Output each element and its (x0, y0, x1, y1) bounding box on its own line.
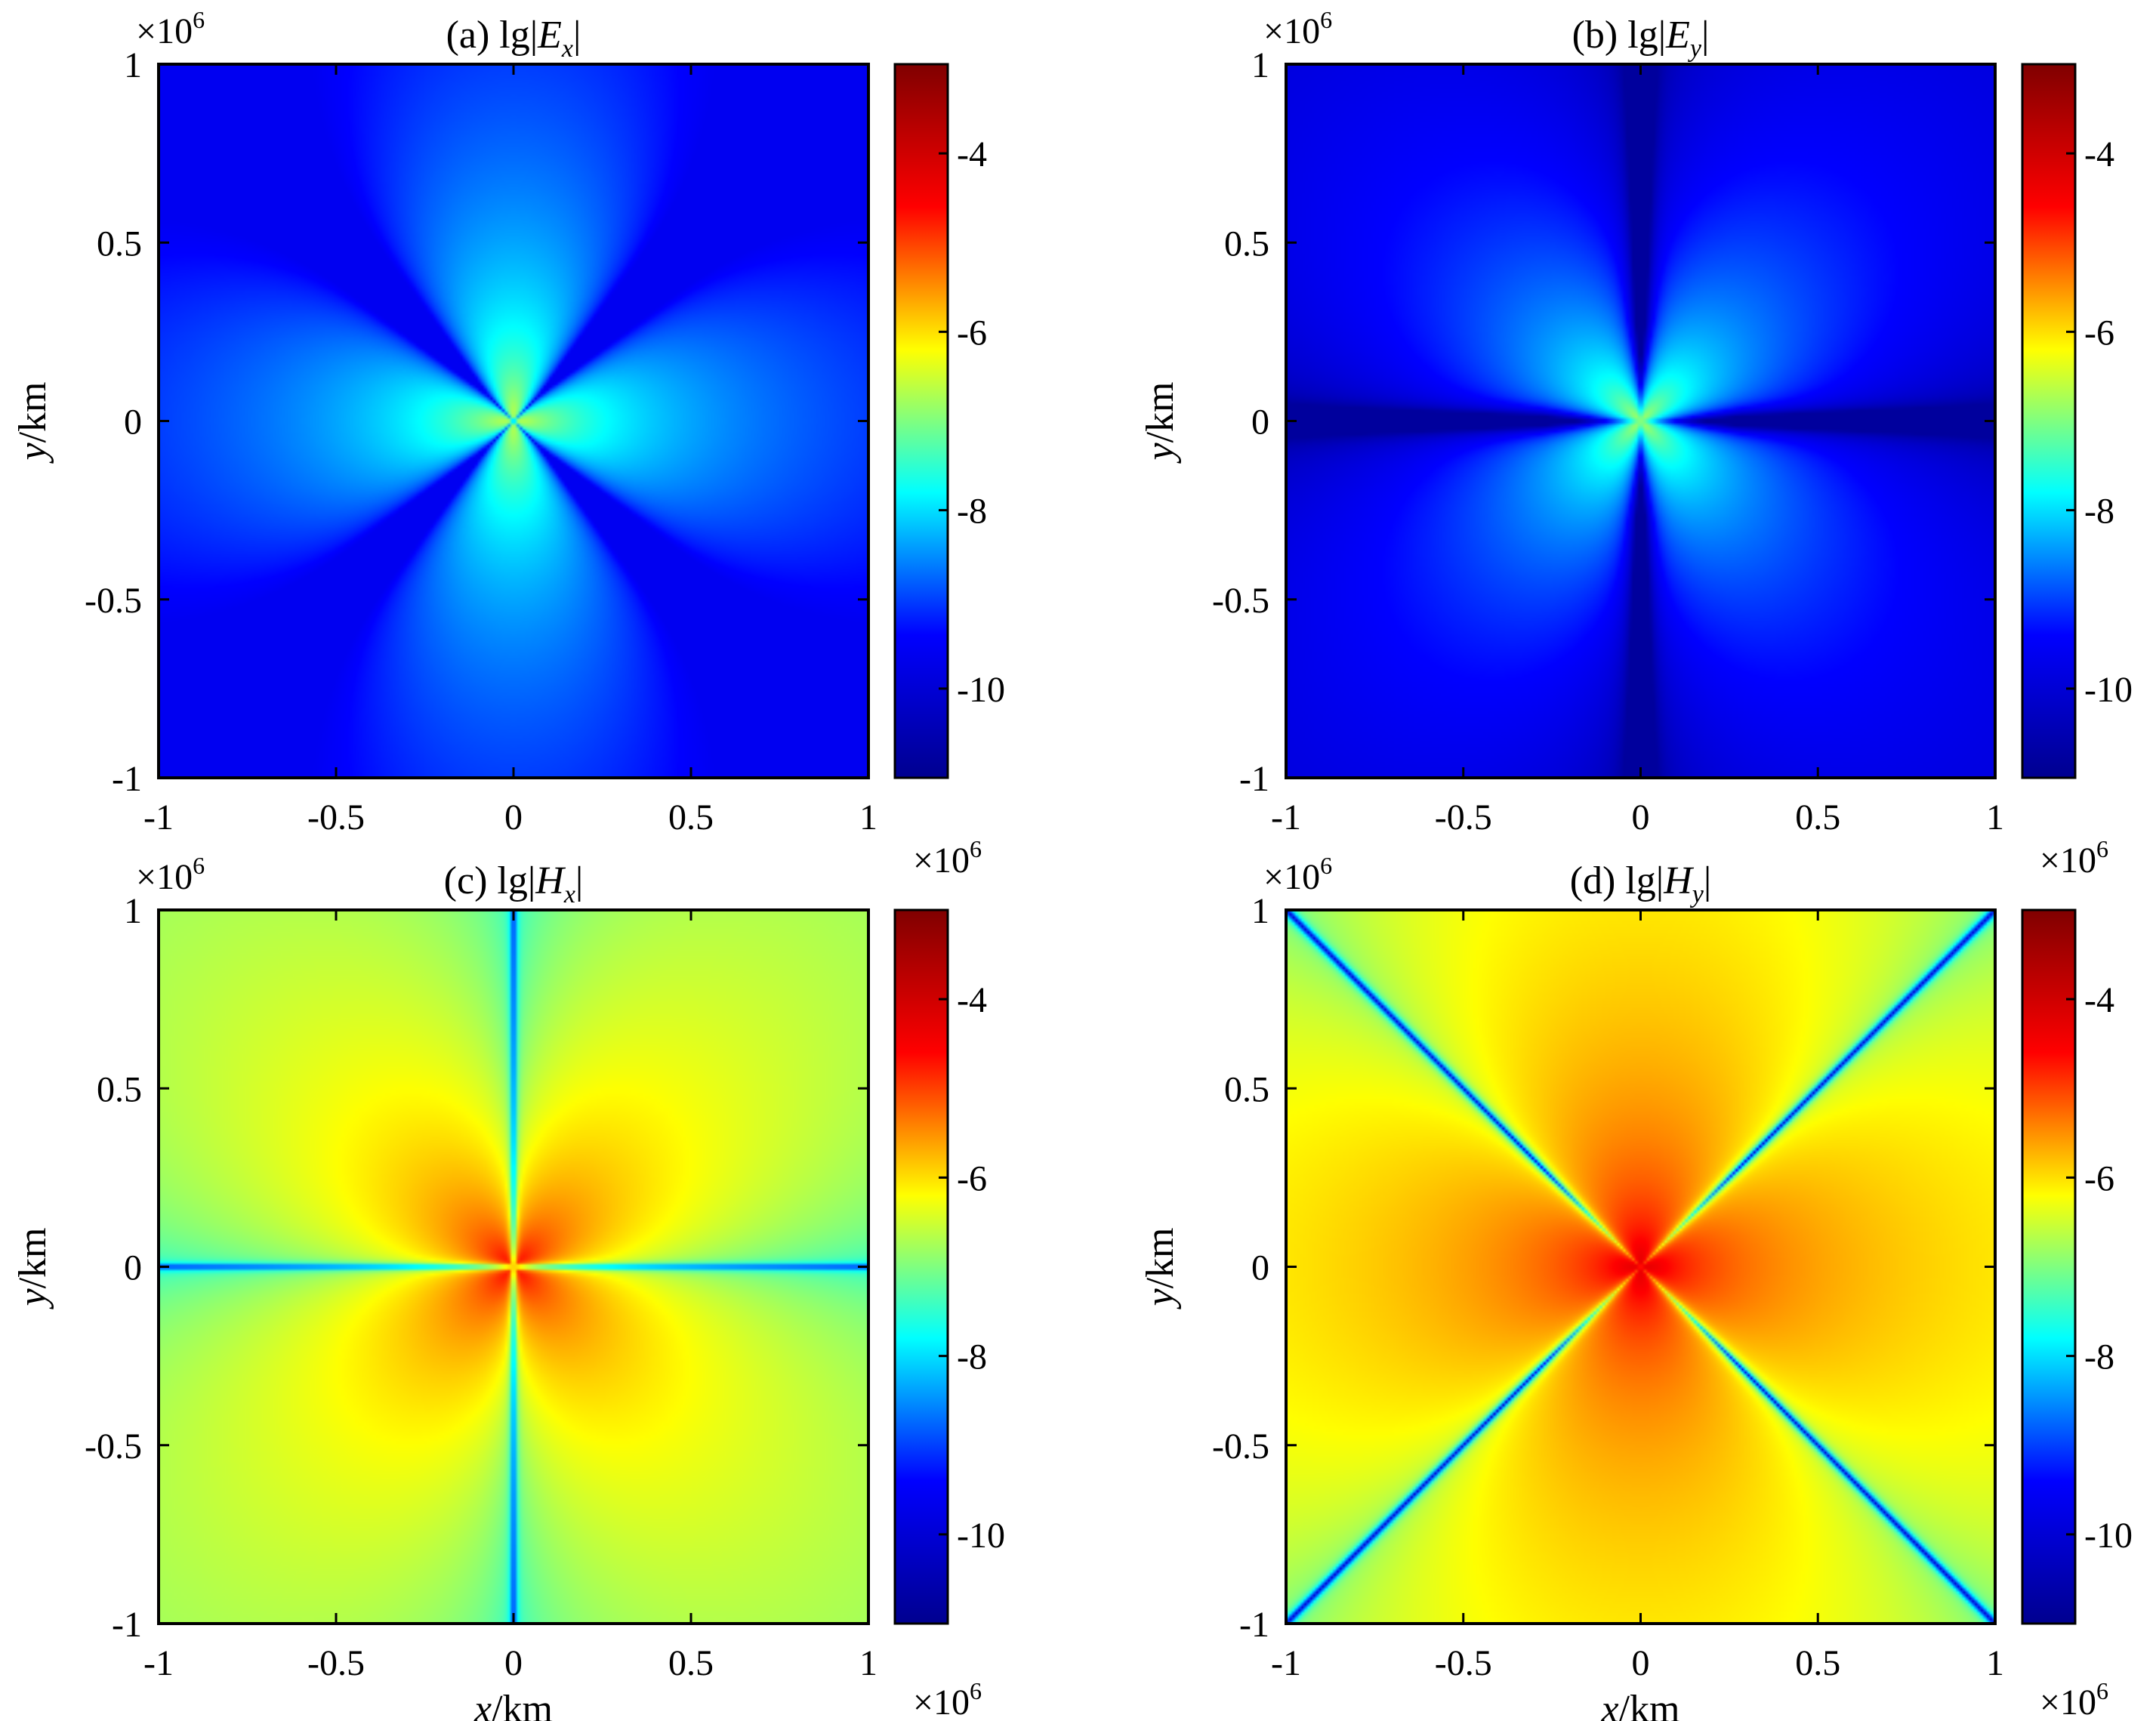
colorbar-tick-label: -4 (957, 134, 987, 174)
x-tick-label: -1 (1271, 1643, 1301, 1683)
x-tick-label: 0.5 (668, 797, 714, 837)
colorbar (2021, 908, 2077, 1625)
y-multiplier: ×106 (1263, 6, 1332, 51)
x-tick-label: 0 (1632, 1643, 1650, 1683)
x-tick-label: 0.5 (668, 1643, 714, 1683)
y-axis-label: y/km (1139, 382, 1182, 464)
panel-title: (a) lg|Ex| (446, 14, 581, 63)
chart-panel-b: -1 -0.5 0 0.5 1 -1 -0.5 0 0.5 1 (b) lg|Ey| ×106 y/km… (1139, 6, 2133, 837)
x-tick-label: -0.5 (1435, 797, 1492, 837)
x-tick-label: 1 (1986, 797, 2004, 837)
x-axis-label: x/km (1601, 1688, 1680, 1721)
x-tick-label: -0.5 (1435, 1643, 1492, 1683)
x-tick-label: 0 (504, 1643, 523, 1683)
y-tick-label: -1 (1239, 759, 1269, 799)
panel-title: (c) lg|Hx| (444, 859, 584, 908)
x-tick-label: -0.5 (307, 1643, 365, 1683)
y-tick-label: -0.5 (1212, 1426, 1269, 1467)
colorbar-tick-label: -4 (2084, 980, 2114, 1020)
colorbar-tick-label: -10 (957, 670, 1005, 710)
x-tick-label: -1 (143, 1643, 174, 1683)
chart-panel-c: -1 -0.5 0 0.5 1 -1 -0.5 0 0.5 1 (c) lg|Hx| ×106 ×106… (11, 835, 1005, 1721)
x-tick-label: -1 (1271, 797, 1301, 837)
x-tick-label: -0.5 (307, 797, 365, 837)
y-tick-label: 0 (1251, 402, 1269, 443)
y-tick-label: 0 (124, 1248, 142, 1288)
y-tick-label: -0.5 (1212, 581, 1269, 621)
y-tick-label: -0.5 (85, 1426, 142, 1467)
x-tick-label: 0.5 (1795, 1643, 1840, 1683)
chart-panel-a: -1 -0.5 0 0.5 1 -1 -0.5 0 0.5 1 (a) lg|Ex| ×106 y/km… (11, 6, 1005, 837)
y-tick-label: -1 (1239, 1605, 1269, 1645)
colorbar-tick-label: -10 (957, 1516, 1005, 1556)
colorbar (893, 63, 949, 779)
colorbar-tick-label: -10 (2084, 670, 2133, 710)
y-multiplier: ×106 (136, 6, 205, 51)
heatmap-d (1286, 910, 1995, 1624)
y-tick-label: 0 (1251, 1248, 1269, 1288)
y-axis-label: y/km (11, 382, 54, 464)
x-multiplier: ×106 (2040, 1677, 2108, 1721)
colorbar-tick-label: -6 (957, 1158, 987, 1198)
colorbar-tick-label: -6 (957, 313, 987, 353)
colorbar-tick-label: -10 (2084, 1516, 2133, 1556)
colorbar-tick-label: -6 (2084, 313, 2114, 353)
x-tick-label: 1 (859, 797, 878, 837)
top-right-multiplier: ×106 (2040, 835, 2108, 881)
top-right-multiplier: ×106 (913, 835, 982, 881)
panel-title: (b) lg|Ey| (1572, 14, 1710, 63)
heatmap-c (159, 910, 868, 1624)
y-tick-label: 0 (124, 402, 142, 443)
y-tick-label: 1 (1251, 891, 1269, 931)
y-axis-label: y/km (1139, 1228, 1182, 1310)
x-tick-label: 0.5 (1795, 797, 1840, 837)
chart-panel-d: -1 -0.5 0 0.5 1 -1 -0.5 0 0.5 1 (d) lg|Hy| ×106 ×106… (1139, 835, 2133, 1721)
x-tick-label: 0 (504, 797, 523, 837)
heatmap-b (1286, 64, 1995, 778)
colorbar-tick-label: -4 (957, 980, 987, 1020)
heatmap-a (159, 64, 868, 778)
x-tick-label: -1 (143, 797, 174, 837)
x-tick-label: 1 (859, 1643, 878, 1683)
x-tick-label: 1 (1986, 1643, 2004, 1683)
colorbar-tick-label: -8 (2084, 492, 2114, 532)
y-tick-label: 0.5 (97, 224, 142, 264)
y-tick-label: 0.5 (97, 1069, 142, 1109)
colorbar-tick-label: -8 (957, 492, 987, 532)
y-tick-label: 1 (1251, 45, 1269, 85)
y-tick-label: -1 (112, 759, 142, 799)
x-multiplier: ×106 (913, 1677, 982, 1721)
y-tick-label: 0.5 (1224, 224, 1269, 264)
y-tick-label: 1 (124, 891, 142, 931)
colorbar-tick-label: -4 (2084, 134, 2114, 174)
y-axis-label: y/km (11, 1228, 54, 1310)
colorbar-tick-label: -8 (957, 1337, 987, 1377)
y-multiplier: ×106 (136, 852, 205, 897)
y-multiplier: ×106 (1263, 852, 1332, 897)
x-tick-label: 0 (1632, 797, 1650, 837)
colorbar-tick-label: -8 (2084, 1337, 2114, 1377)
y-tick-label: -1 (112, 1605, 142, 1645)
y-tick-label: 0.5 (1224, 1069, 1269, 1109)
colorbar (2021, 63, 2077, 779)
y-tick-label: 1 (124, 45, 142, 85)
colorbar (893, 908, 949, 1625)
panel-title: (d) lg|Hy| (1570, 859, 1712, 908)
colorbar-tick-label: -6 (2084, 1158, 2114, 1198)
y-tick-label: -0.5 (85, 581, 142, 621)
x-axis-label: x/km (473, 1688, 553, 1721)
